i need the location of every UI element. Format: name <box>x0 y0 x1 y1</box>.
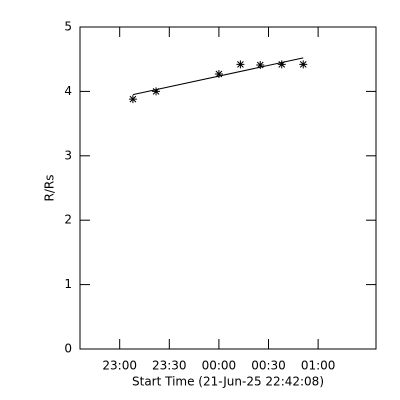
data-point <box>277 60 286 69</box>
data-point <box>236 60 245 69</box>
data-point <box>152 87 161 96</box>
y-tick-label: 5 <box>64 20 72 34</box>
y-tick-label: 3 <box>64 148 72 162</box>
x-tick-label: 00:30 <box>251 359 286 373</box>
data-point <box>256 60 265 69</box>
fit-line <box>132 57 304 96</box>
x-tick-label: 00:00 <box>202 359 237 373</box>
y-tick-label: 0 <box>64 342 72 356</box>
data-point <box>128 95 137 104</box>
x-tick-label: 23:30 <box>152 359 187 373</box>
x-tick-label: 01:00 <box>301 359 336 373</box>
y-tick-label: 2 <box>64 213 72 227</box>
data-point <box>214 70 223 79</box>
y-axis-label: R/Rs <box>43 175 57 202</box>
data-point <box>299 60 308 69</box>
x-tick-label: 23:00 <box>102 359 137 373</box>
plot-frame <box>79 26 377 350</box>
y-tick-label: 4 <box>64 84 72 98</box>
y-tick-label: 1 <box>64 277 72 291</box>
x-axis-label: Start Time (21-Jun-25 22:42:08) <box>132 375 324 389</box>
